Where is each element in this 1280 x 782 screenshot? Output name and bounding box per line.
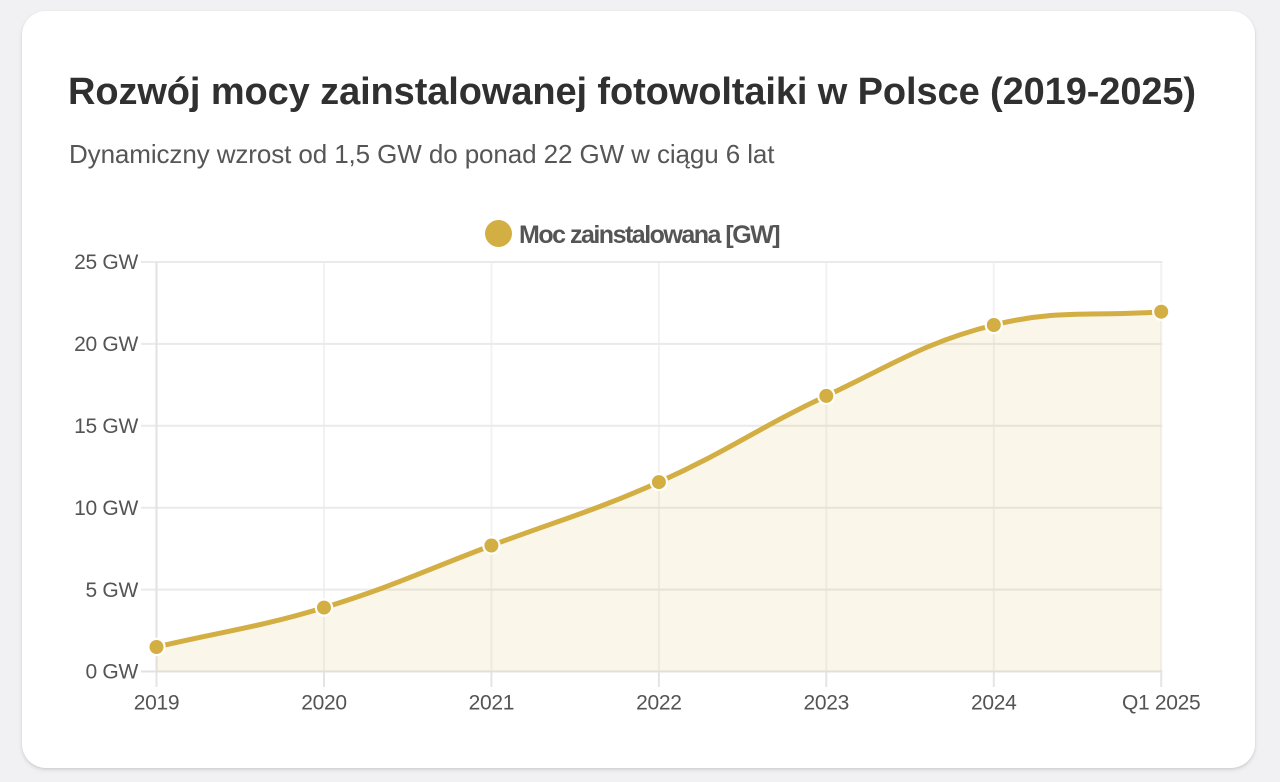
svg-text:5 GW: 5 GW — [86, 579, 139, 602]
svg-text:10 GW: 10 GW — [74, 497, 138, 520]
svg-text:0 GW: 0 GW — [86, 661, 139, 684]
svg-text:2024: 2024 — [971, 691, 1017, 714]
svg-text:2023: 2023 — [804, 691, 850, 714]
svg-text:15 GW: 15 GW — [74, 415, 138, 438]
svg-text:2019: 2019 — [134, 691, 180, 714]
svg-text:2021: 2021 — [469, 691, 515, 714]
svg-text:2022: 2022 — [636, 691, 682, 714]
svg-text:Q1 2025: Q1 2025 — [1122, 691, 1200, 714]
svg-text:25 GW: 25 GW — [74, 251, 138, 274]
svg-text:2020: 2020 — [301, 691, 347, 714]
svg-text:20 GW: 20 GW — [74, 333, 138, 356]
